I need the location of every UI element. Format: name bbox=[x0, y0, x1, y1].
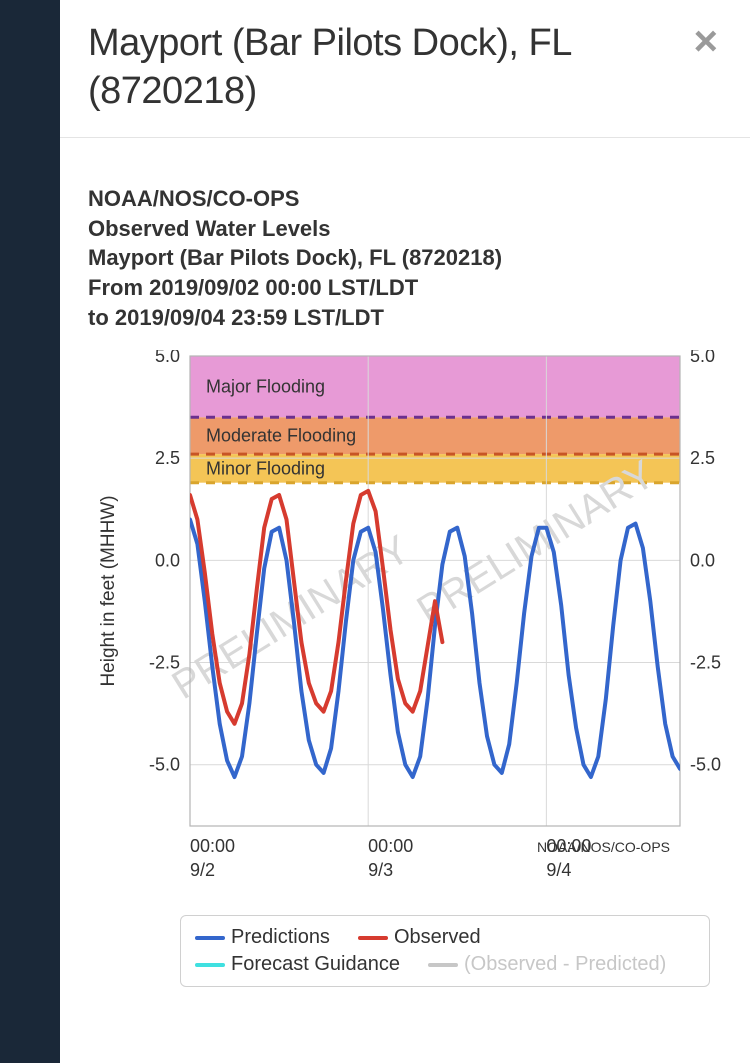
info-product: Observed Water Levels bbox=[88, 214, 722, 244]
legend-label: Observed bbox=[394, 926, 481, 949]
chart-svg: Major Flooding Moderate Flooding Minor Flo… bbox=[92, 350, 732, 910]
y-axis-label: Height in feet (MHHW) bbox=[98, 496, 119, 687]
svg-text:-2.5: -2.5 bbox=[690, 653, 721, 673]
legend-item[interactable]: Forecast Guidance bbox=[195, 953, 400, 976]
flood-band-label: Major Flooding bbox=[206, 377, 325, 397]
svg-text:9/2: 9/2 bbox=[190, 860, 215, 880]
legend-swatch bbox=[428, 963, 458, 967]
info-to: to 2019/09/04 23:59 LST/LDT bbox=[88, 303, 722, 333]
station-modal: Mayport (Bar Pilots Dock), FL (8720218) … bbox=[60, 0, 750, 1063]
svg-text:-5.0: -5.0 bbox=[690, 755, 721, 775]
modal-body: NOAA/NOS/CO-OPS Observed Water Levels Ma… bbox=[60, 138, 750, 987]
chart-attribution: NOAA/NOS/CO-OPS bbox=[537, 839, 670, 855]
svg-text:00:00: 00:00 bbox=[368, 836, 413, 856]
svg-text:5.0: 5.0 bbox=[155, 350, 180, 366]
svg-text:2.5: 2.5 bbox=[155, 449, 180, 469]
info-from: From 2019/09/02 00:00 LST/LDT bbox=[88, 273, 722, 303]
chart-info-block: NOAA/NOS/CO-OPS Observed Water Levels Ma… bbox=[88, 184, 722, 332]
legend-label: (Observed - Predicted) bbox=[464, 953, 666, 976]
svg-text:5.0: 5.0 bbox=[690, 350, 715, 366]
svg-text:9/4: 9/4 bbox=[546, 860, 571, 880]
svg-text:2.5: 2.5 bbox=[690, 449, 715, 469]
svg-text:-5.0: -5.0 bbox=[149, 755, 180, 775]
svg-text:0.0: 0.0 bbox=[155, 551, 180, 571]
legend-label: Predictions bbox=[231, 926, 330, 949]
legend-item[interactable]: Observed bbox=[358, 926, 481, 949]
legend-swatch bbox=[195, 936, 225, 940]
legend-item[interactable]: Predictions bbox=[195, 926, 330, 949]
legend-swatch bbox=[195, 963, 225, 967]
svg-text:0.0: 0.0 bbox=[690, 551, 715, 571]
svg-text:00:00: 00:00 bbox=[190, 836, 235, 856]
modal-header: Mayport (Bar Pilots Dock), FL (8720218) … bbox=[60, 0, 750, 138]
legend-label: Forecast Guidance bbox=[231, 953, 400, 976]
flood-band-label: Moderate Flooding bbox=[206, 426, 356, 446]
svg-text:9/3: 9/3 bbox=[368, 860, 393, 880]
chart-legend: Predictions Observed Forecast Guidance (Obs… bbox=[180, 915, 710, 987]
info-station: Mayport (Bar Pilots Dock), FL (8720218) bbox=[88, 243, 722, 273]
legend-item[interactable]: (Observed - Predicted) bbox=[428, 953, 666, 976]
svg-text:-2.5: -2.5 bbox=[149, 653, 180, 673]
flood-band-label: Minor Flooding bbox=[206, 459, 325, 479]
water-level-chart: Major Flooding Moderate Flooding Minor Flo… bbox=[92, 350, 692, 915]
legend-swatch bbox=[358, 936, 388, 940]
close-icon[interactable]: × bbox=[689, 20, 722, 62]
modal-title: Mayport (Bar Pilots Dock), FL (8720218) bbox=[88, 20, 689, 115]
info-source: NOAA/NOS/CO-OPS bbox=[88, 184, 722, 214]
